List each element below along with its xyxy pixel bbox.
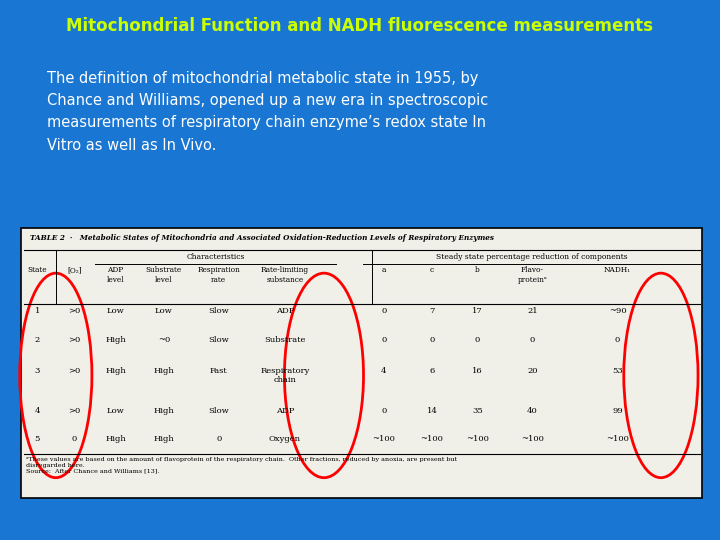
Text: State: State <box>27 266 47 274</box>
Text: 21: 21 <box>527 307 538 315</box>
Text: 0: 0 <box>429 336 435 344</box>
Text: >0: >0 <box>68 407 81 415</box>
Text: 4: 4 <box>381 367 387 375</box>
Text: ADP: ADP <box>276 407 294 415</box>
Text: High: High <box>105 336 126 344</box>
Text: 0: 0 <box>530 336 535 344</box>
Text: Mitochondrial Function and NADH fluorescence measurements: Mitochondrial Function and NADH fluoresc… <box>66 17 654 35</box>
Text: 0: 0 <box>216 435 222 443</box>
Text: 1: 1 <box>35 307 40 315</box>
Text: 0: 0 <box>474 336 480 344</box>
Text: 2: 2 <box>35 336 40 344</box>
Text: Low: Low <box>107 307 125 315</box>
Text: TABLE 2  ·   Metabolic States of Mitochondria and Associated Oxidation-Reduction: TABLE 2 · Metabolic States of Mitochondr… <box>30 234 495 241</box>
Text: Slow: Slow <box>208 336 229 344</box>
Text: [O₂]: [O₂] <box>67 266 81 274</box>
Text: ᵃThese values are based on the amount of flavoprotein of the respiratory chain. : ᵃThese values are based on the amount of… <box>26 457 457 474</box>
Text: b: b <box>475 266 480 274</box>
Text: Respiration
rate: Respiration rate <box>197 266 240 284</box>
Text: 3: 3 <box>35 367 40 375</box>
Text: High: High <box>153 435 174 443</box>
Text: High: High <box>105 435 126 443</box>
Text: Slow: Slow <box>208 407 229 415</box>
Text: Respiratory
chain: Respiratory chain <box>260 367 310 384</box>
Text: ~100: ~100 <box>420 435 444 443</box>
Text: Steady state percentage reduction of components: Steady state percentage reduction of com… <box>436 253 627 261</box>
Text: High: High <box>105 367 126 375</box>
Text: 0: 0 <box>381 307 387 315</box>
Text: 20: 20 <box>527 367 538 375</box>
Text: Fast: Fast <box>210 367 228 375</box>
Text: ~90: ~90 <box>609 307 626 315</box>
Text: >0: >0 <box>68 307 81 315</box>
Text: Substrate
level: Substrate level <box>145 266 182 284</box>
Text: ADP
level: ADP level <box>107 266 125 284</box>
Text: ~100: ~100 <box>466 435 489 443</box>
Text: Flavo-
proteinᵃ: Flavo- proteinᵃ <box>518 266 547 284</box>
Text: Substrate: Substrate <box>264 336 305 344</box>
Text: ~100: ~100 <box>606 435 629 443</box>
Text: >0: >0 <box>68 367 81 375</box>
Text: 4: 4 <box>35 407 40 415</box>
Text: 16: 16 <box>472 367 482 375</box>
Text: 0: 0 <box>381 336 387 344</box>
FancyBboxPatch shape <box>22 228 702 498</box>
Text: ~100: ~100 <box>521 435 544 443</box>
Text: 0: 0 <box>381 407 387 415</box>
Text: Low: Low <box>107 407 125 415</box>
Text: Rate-limiting
substance: Rate-limiting substance <box>261 266 309 284</box>
Text: 40: 40 <box>527 407 538 415</box>
Text: 53: 53 <box>612 367 623 375</box>
Text: ~100: ~100 <box>372 435 395 443</box>
Text: 0: 0 <box>72 435 77 443</box>
Text: 5: 5 <box>35 435 40 443</box>
Text: The definition of mitochondrial metabolic state in 1955, by
Chance and Williams,: The definition of mitochondrial metaboli… <box>47 71 488 153</box>
Text: High: High <box>153 367 174 375</box>
Text: 99: 99 <box>612 407 623 415</box>
Text: Slow: Slow <box>208 307 229 315</box>
Text: NADH₁: NADH₁ <box>604 266 631 274</box>
Text: 7: 7 <box>429 307 435 315</box>
Text: Oxygen: Oxygen <box>269 435 301 443</box>
Text: Characteristics: Characteristics <box>186 253 245 261</box>
Text: ~0: ~0 <box>158 336 170 344</box>
Text: 35: 35 <box>472 407 482 415</box>
Text: 14: 14 <box>426 407 437 415</box>
Text: Low: Low <box>155 307 173 315</box>
Text: 17: 17 <box>472 307 482 315</box>
Text: >0: >0 <box>68 336 81 344</box>
Text: 6: 6 <box>429 367 435 375</box>
Text: a: a <box>382 266 386 274</box>
Text: c: c <box>430 266 434 274</box>
Text: High: High <box>153 407 174 415</box>
Text: 0: 0 <box>615 336 620 344</box>
Text: ADP: ADP <box>276 307 294 315</box>
